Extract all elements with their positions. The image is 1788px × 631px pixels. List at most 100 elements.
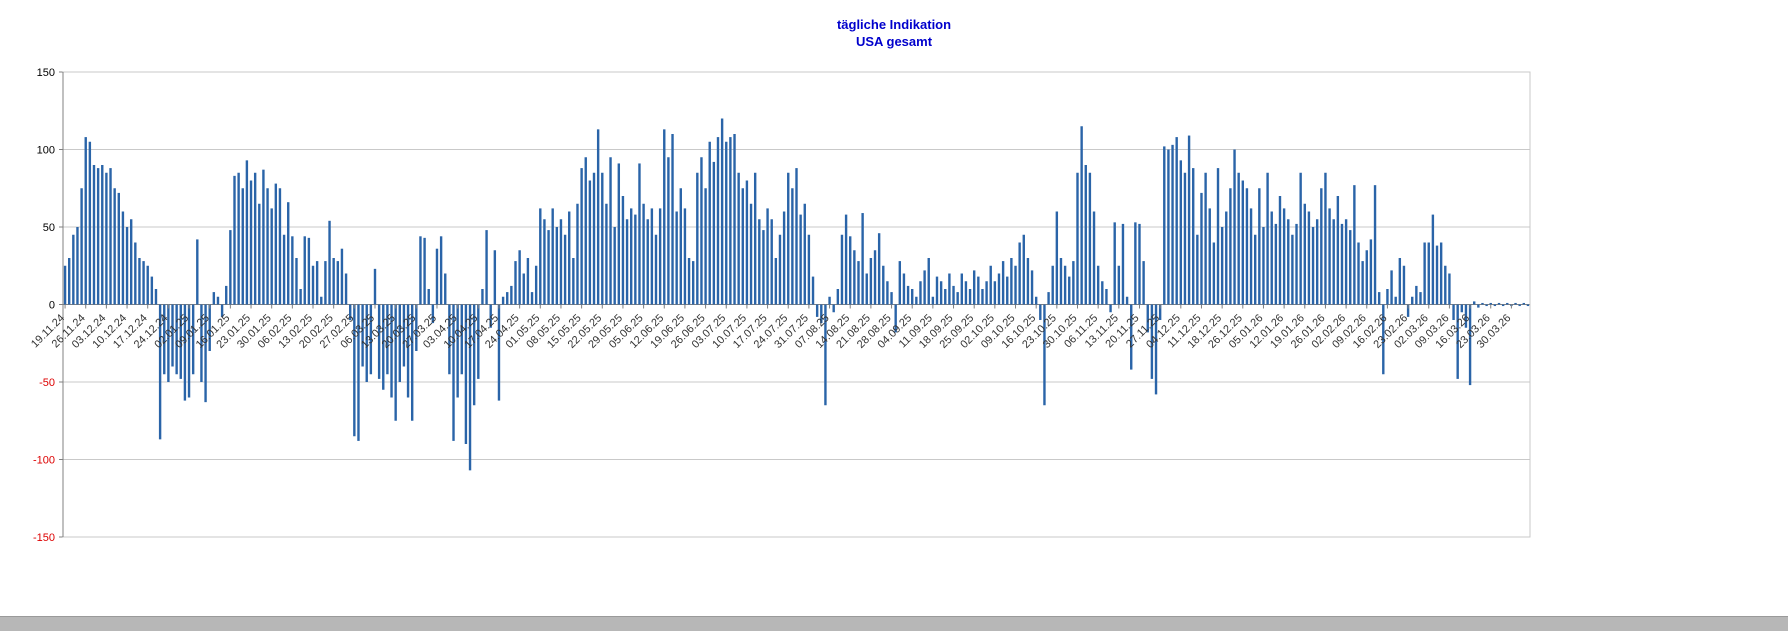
bar <box>952 285 955 305</box>
bar <box>704 188 707 305</box>
bar <box>212 292 216 305</box>
bar <box>642 203 645 305</box>
bar <box>1229 188 1232 305</box>
bar <box>1270 211 1273 305</box>
bar <box>456 304 459 398</box>
bar <box>596 129 600 305</box>
bar <box>807 234 811 305</box>
bar <box>815 304 819 317</box>
bar <box>1340 223 1344 305</box>
bar <box>452 304 455 441</box>
bar <box>762 230 765 305</box>
bar <box>547 230 550 305</box>
bar <box>630 208 633 305</box>
bar <box>1258 188 1261 305</box>
bar <box>601 172 604 305</box>
bar <box>287 202 290 305</box>
bar <box>394 304 397 421</box>
bar <box>1431 214 1435 305</box>
bar <box>1200 192 1203 305</box>
bar <box>361 304 364 367</box>
bar <box>836 289 840 305</box>
bar <box>1278 196 1282 305</box>
bar <box>968 289 972 305</box>
bar <box>1018 242 1021 305</box>
bar <box>1022 234 1025 305</box>
bar <box>1158 304 1162 320</box>
bar <box>725 141 728 305</box>
bar <box>683 208 687 305</box>
bar <box>1233 149 1236 305</box>
bar <box>200 304 203 382</box>
chart-title-line2: USA gesamt <box>855 34 933 49</box>
bar <box>307 237 311 305</box>
y-axis-label: 100 <box>37 145 55 157</box>
bar <box>708 141 711 305</box>
bar <box>1493 304 1497 307</box>
bar <box>1109 304 1112 313</box>
bar <box>849 236 852 305</box>
bar <box>1402 265 1406 305</box>
bar <box>406 304 410 398</box>
bar <box>894 304 897 333</box>
bar <box>1076 172 1079 305</box>
bar <box>1435 245 1439 305</box>
bar <box>1353 185 1356 305</box>
bar <box>332 258 335 305</box>
bar <box>377 304 381 379</box>
bar <box>415 304 418 351</box>
bar <box>1163 146 1166 305</box>
bar <box>1142 261 1145 305</box>
bar <box>134 242 137 305</box>
bar <box>493 250 497 305</box>
bar <box>865 273 868 305</box>
bar <box>906 285 910 305</box>
bar <box>1423 242 1426 305</box>
bar <box>654 234 658 305</box>
bar <box>121 211 125 305</box>
bar <box>526 258 530 305</box>
bar <box>63 265 67 305</box>
bar <box>890 292 893 305</box>
bar <box>1030 270 1034 305</box>
bar <box>1055 211 1059 305</box>
y-axis-label: 150 <box>37 67 55 79</box>
bar <box>782 211 786 305</box>
bar <box>125 227 129 305</box>
bar <box>1506 302 1509 305</box>
bar <box>398 304 401 382</box>
bar <box>1192 168 1195 305</box>
bar <box>299 289 302 305</box>
bar <box>1006 276 1009 305</box>
bar <box>1291 234 1294 305</box>
bar <box>898 261 902 305</box>
bar <box>911 289 914 305</box>
window-bottom-strip <box>0 616 1788 631</box>
bar <box>1039 304 1042 320</box>
bar <box>576 203 579 305</box>
bar <box>1068 276 1071 305</box>
bar <box>625 219 629 305</box>
bar <box>1138 223 1141 305</box>
bar <box>675 211 678 305</box>
bar <box>187 304 191 398</box>
bar <box>621 196 625 305</box>
bar <box>439 236 443 305</box>
bar <box>1427 242 1430 305</box>
bar <box>142 261 145 305</box>
bar <box>1307 211 1311 305</box>
bar <box>328 220 331 305</box>
bar <box>1287 219 1290 305</box>
bar <box>882 265 885 305</box>
bar <box>196 239 199 305</box>
bar <box>163 304 166 375</box>
bar <box>1336 196 1340 305</box>
bar <box>1113 222 1116 305</box>
bar <box>1415 285 1418 305</box>
bar <box>927 258 930 305</box>
bar <box>518 250 521 305</box>
bar <box>840 234 844 305</box>
bar <box>931 296 935 305</box>
bar <box>770 219 773 305</box>
bar <box>311 265 315 305</box>
